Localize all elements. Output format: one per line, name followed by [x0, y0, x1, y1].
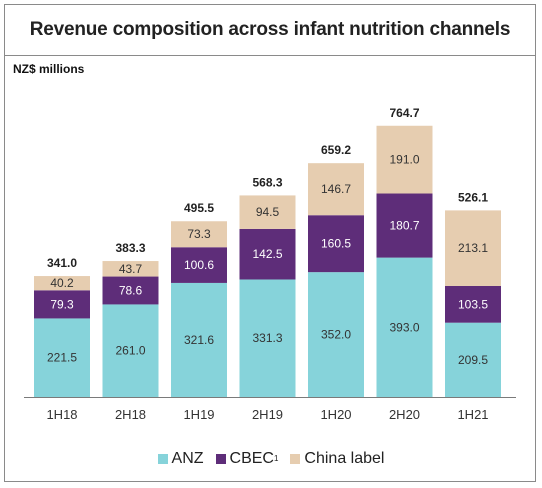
bar-segment-cbec-2h20 [376, 193, 433, 258]
x-tick-label-2h20: 2H20 [389, 407, 420, 422]
bar-segment-anz-2h20 [376, 257, 433, 397]
data-label-cbec-1h19: 100.6 [184, 258, 214, 272]
bar-segment-cbec-2h19 [239, 228, 296, 280]
unit-label: NZ$ millions [13, 62, 85, 76]
data-label-anz-2h18: 261.0 [115, 344, 145, 358]
bar-segment-cbec-1h20 [308, 215, 364, 273]
legend-swatch-anz [157, 454, 168, 464]
bar-segment-anz-2h19 [239, 279, 296, 397]
total-label-1h21: 526.1 [458, 190, 488, 204]
x-tick-label-1h21: 1H21 [457, 407, 488, 422]
x-tick-label-1h18: 1H18 [46, 407, 77, 422]
data-label-anz-1h21: 209.5 [458, 353, 488, 367]
legend-label-china-label: China label [304, 450, 385, 467]
bar-segment-china-label-1h19 [171, 221, 227, 248]
data-label-cbec-2h18: 78.6 [119, 283, 143, 297]
data-label-anz-1h19: 321.6 [184, 333, 214, 347]
total-label-2h18: 383.3 [115, 241, 145, 255]
legend-label-anz: ANZ [171, 450, 204, 467]
bar-segment-cbec-1h21 [445, 285, 501, 323]
data-label-china-label-1h21: 213.1 [458, 241, 488, 255]
data-label-anz-1h18: 221.5 [47, 351, 77, 365]
bar-segment-cbec-1h18 [34, 290, 90, 319]
data-label-anz-2h20: 393.0 [389, 320, 419, 334]
x-tick-label-1h19: 1H19 [183, 407, 214, 422]
x-tick-label-2h18: 2H18 [115, 407, 146, 422]
bar-segment-china-label-1h21 [445, 210, 501, 286]
title-bar: Revenue composition across infant nutrit… [5, 5, 535, 56]
data-label-china-label-1h19: 73.3 [187, 227, 211, 241]
legend: ANZ CBEC 1 China label [0, 450, 542, 468]
data-label-china-label-2h18: 43.7 [119, 262, 143, 276]
data-label-cbec-1h18: 79.3 [50, 297, 74, 311]
x-tick-label-1h20: 1H20 [320, 407, 351, 422]
data-label-china-label-1h18: 40.2 [50, 276, 74, 290]
legend-item-china-label: China label [290, 450, 384, 468]
chart-title: Revenue composition across infant nutrit… [29, 19, 511, 40]
bar-segment-cbec-1h19 [171, 247, 227, 283]
data-label-cbec-2h19: 142.5 [252, 247, 282, 261]
bar-segment-china-label-2h19 [239, 195, 296, 229]
data-label-anz-1h20: 352.0 [321, 328, 351, 342]
total-label-1h19: 495.5 [184, 201, 214, 215]
data-label-cbec-1h20: 160.5 [321, 237, 351, 251]
bar-segment-anz-1h21 [445, 322, 501, 397]
x-tick-label-2h19: 2H19 [252, 407, 283, 422]
data-label-cbec-1h21: 103.5 [458, 297, 488, 311]
bar-segment-china-label-2h20 [376, 125, 433, 194]
total-label-1h18: 341.0 [47, 256, 77, 270]
bar-segment-anz-1h19 [171, 282, 227, 397]
data-label-china-label-1h20: 146.7 [321, 182, 351, 196]
bar-segment-china-label-1h20 [308, 163, 364, 216]
bar-segment-cbec-2h18 [102, 276, 159, 305]
legend-item-anz: ANZ [157, 450, 204, 468]
data-label-cbec-2h20: 180.7 [389, 219, 419, 233]
legend-item-cbec: CBEC 1 [215, 450, 278, 468]
bar-segment-anz-1h20 [308, 272, 364, 397]
bar-segment-anz-1h18 [34, 318, 90, 397]
legend-swatch-china-label [290, 454, 301, 464]
legend-swatch-cbec [215, 454, 226, 464]
total-label-2h20: 764.7 [389, 106, 419, 120]
total-label-2h19: 568.3 [252, 175, 282, 189]
legend-label-cbec: CBEC [229, 450, 274, 467]
bar-segment-anz-2h18 [102, 304, 159, 397]
data-label-anz-2h19: 331.3 [252, 331, 282, 345]
bar-segment-china-label-2h18 [102, 261, 159, 277]
data-label-china-label-2h19: 94.5 [256, 205, 280, 219]
total-label-1h20: 659.2 [321, 143, 351, 157]
bar-segment-china-label-1h18 [34, 276, 90, 291]
data-label-china-label-2h20: 191.0 [389, 153, 419, 167]
